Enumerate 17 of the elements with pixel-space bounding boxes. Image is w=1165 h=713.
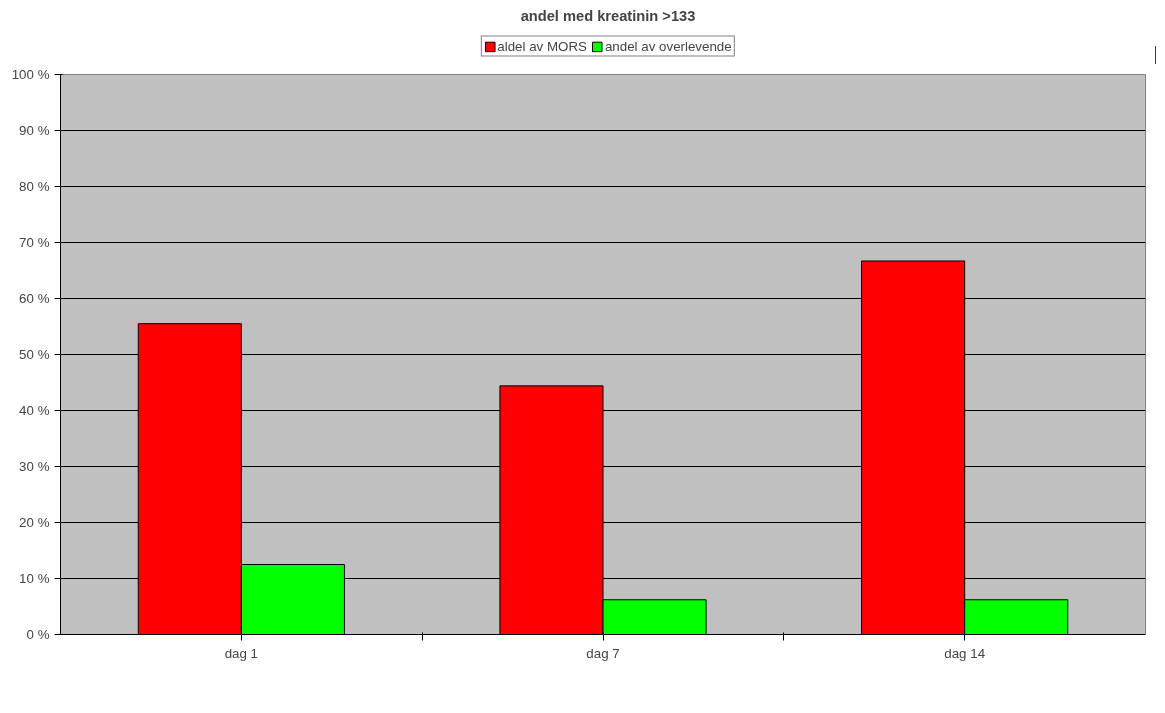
y-tick-label: 70 %: [19, 235, 50, 250]
x-tick-label: dag 14: [944, 645, 986, 661]
y-tick-label: 60 %: [19, 291, 50, 306]
y-tick-label: 50 %: [19, 347, 50, 362]
chart-title: andel med kreatinin >133: [520, 7, 696, 24]
y-tick-label: 10 %: [19, 571, 50, 586]
legend-label: andel av overlevende: [604, 38, 732, 54]
legend-label: aldel av MORS: [497, 38, 587, 54]
x-tick-label: dag 1: [224, 645, 259, 661]
y-tick-label: 0 %: [26, 627, 50, 642]
y-tick-label: 100 %: [11, 67, 50, 82]
y-tick-label: 40 %: [19, 403, 50, 418]
y-tick-label: 80 %: [19, 179, 50, 194]
y-tick-label: 90 %: [19, 123, 50, 138]
x-tick-label: dag 7: [586, 645, 620, 661]
y-tick-label: 30 %: [19, 459, 50, 474]
y-tick-label: 20 %: [19, 515, 50, 530]
